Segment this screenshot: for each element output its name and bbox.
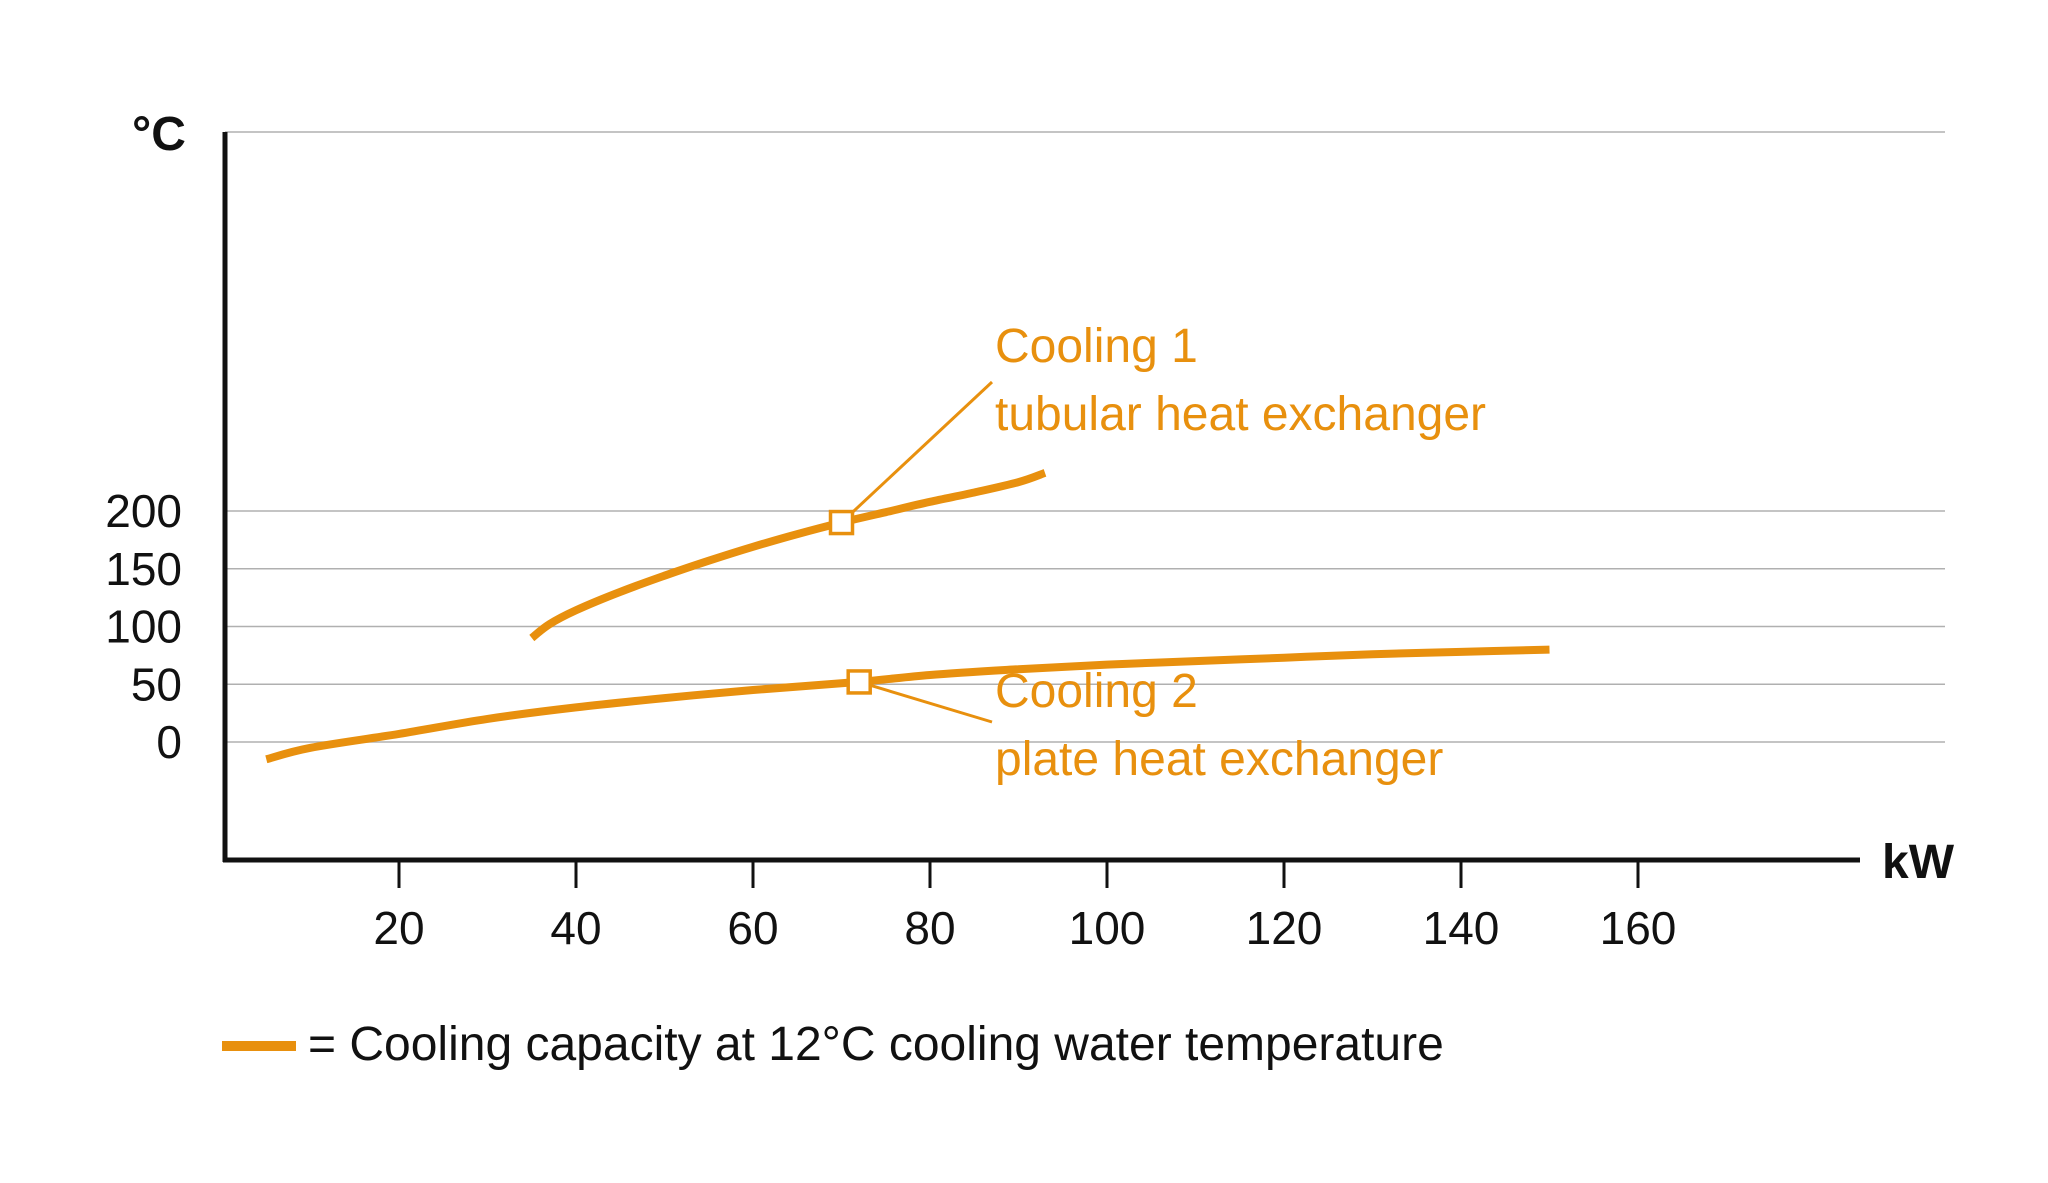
x-tick-label: 20 xyxy=(373,902,424,954)
x-tick-label: 140 xyxy=(1423,902,1500,954)
series-line-1 xyxy=(529,469,1047,642)
y-tick-label: 150 xyxy=(105,543,182,595)
x-tick-label: 100 xyxy=(1069,902,1146,954)
annotation-layer: Cooling 1 tubular heat exchanger Cooling 2… xyxy=(828,320,1486,786)
annotation-title-2: Cooling 2 xyxy=(995,665,1198,718)
series-layer xyxy=(265,469,1550,764)
x-tick-label: 60 xyxy=(727,902,778,954)
leader-line-1 xyxy=(840,380,994,524)
legend-layer: = Cooling capacity at 12°C cooling water… xyxy=(222,1018,1444,1071)
legend-text: = Cooling capacity at 12°C cooling water… xyxy=(308,1018,1444,1071)
x-tick-label: 40 xyxy=(550,902,601,954)
marker-2 xyxy=(846,669,872,695)
y-tick-label: 50 xyxy=(131,658,182,710)
marker-1 xyxy=(828,509,855,536)
x-tick-label: 120 xyxy=(1246,902,1323,954)
y-axis-unit: °C xyxy=(132,108,186,161)
y-tick-label: 0 xyxy=(156,716,182,768)
x-axis-unit: kW xyxy=(1882,836,1955,889)
y-tick-label: 200 xyxy=(105,485,182,537)
grid-layer xyxy=(225,131,1945,743)
annotation-subtitle-1: tubular heat exchanger xyxy=(995,388,1486,441)
x-tick-label: 160 xyxy=(1600,902,1677,954)
leader-line-2 xyxy=(858,680,993,724)
annotation-title-1: Cooling 1 xyxy=(995,320,1198,373)
series-line-2 xyxy=(265,645,1550,764)
y-tick-label: 100 xyxy=(105,601,182,653)
x-tick-label: 80 xyxy=(904,902,955,954)
annotation-subtitle-2: plate heat exchanger xyxy=(995,733,1443,786)
